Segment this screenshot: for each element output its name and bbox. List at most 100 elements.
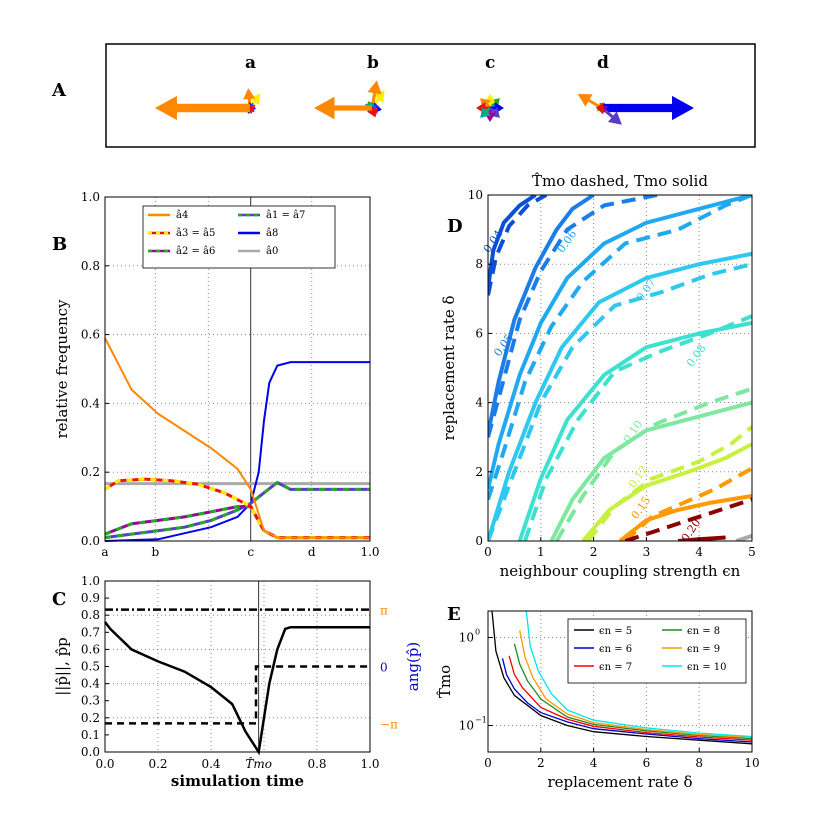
arrow-head (366, 107, 379, 118)
series-line (491, 611, 752, 745)
x-tick-label: 0 (484, 756, 492, 770)
series-line (508, 655, 752, 741)
contour-line (488, 195, 752, 490)
legend-label: â4 (176, 210, 188, 221)
x-tick-label: 4 (695, 545, 703, 559)
contour-line (586, 425, 752, 541)
time-label: a (245, 53, 256, 73)
contour-line (554, 386, 752, 541)
x-tick-label: 0.0 (95, 757, 114, 771)
contour-line (488, 251, 752, 541)
x-tick-label: 2 (537, 756, 545, 770)
y-tick-label: 0.8 (81, 259, 100, 273)
y-tick-label: 2 (475, 465, 483, 479)
contour-line (581, 442, 752, 541)
legend-box (567, 618, 747, 684)
contour-line (488, 262, 752, 541)
axes-frame (487, 194, 753, 542)
legend-label: ϵn = 5 (599, 626, 632, 637)
y-tick-label: 10 (468, 188, 483, 202)
y-tick-label: 0.0 (81, 534, 100, 548)
series-line (104, 477, 370, 540)
legend-label: ϵn = 6 (599, 644, 632, 655)
contour-line (488, 195, 548, 296)
x-tick-label: 0.2 (148, 757, 167, 771)
contour-label: 0.07 (634, 276, 659, 304)
arrow-head (367, 80, 382, 95)
panel-b: 0.0 0.2 0.4 0.6 0.8 1.0 a b c d 1.0 relative freque… (53, 190, 380, 559)
y-axis-label: T̂mo (436, 665, 454, 698)
y-tick-exponent: −1 (475, 716, 487, 725)
contour-line (618, 494, 752, 541)
arrow-head (314, 96, 335, 120)
y-tick-label: 10 (459, 630, 474, 644)
contour-line (488, 195, 752, 501)
panel-a: a b c d (105, 43, 756, 148)
series-line (104, 337, 370, 539)
y-tick-label: 0.3 (81, 694, 100, 708)
x-tick-label: 4 (590, 756, 598, 770)
contour-line (517, 321, 752, 541)
arrow-head (596, 102, 604, 114)
arrow-head (249, 93, 261, 106)
legend-label: ϵn = 9 (687, 644, 720, 655)
y-tick-label: 6 (475, 326, 483, 340)
contour-line (488, 195, 658, 438)
y-tick-label: 0.2 (81, 465, 100, 479)
x-tick-label: 5 (748, 545, 756, 559)
legend-label: â2 = â6 (176, 246, 215, 257)
arrow-head (672, 95, 694, 121)
contour-line (488, 195, 537, 289)
y-axis-label: replacement rate δ (440, 295, 458, 440)
series-line (104, 480, 370, 540)
y-tick-label: 0.4 (81, 396, 100, 410)
y-tick-label: 0.7 (81, 625, 100, 639)
series-line (513, 643, 752, 740)
contour-line (523, 314, 752, 541)
y-tick-label: 8 (475, 257, 483, 271)
series-line (519, 630, 752, 739)
x-axis-label: neighbour coupling strength ϵn (500, 562, 741, 580)
x-tick-label: 1.0 (360, 757, 379, 771)
y-tick-label: 0.6 (81, 642, 100, 656)
y-tick-label: 0.0 (81, 745, 100, 759)
contour-label: 0.08 (684, 342, 709, 370)
contour-line (624, 497, 752, 541)
contour-lines (488, 195, 752, 541)
legend-label: ϵn = 8 (687, 626, 720, 637)
arrow-head (607, 111, 622, 125)
series-line (104, 361, 370, 542)
x-axis-label: simulation time (171, 772, 304, 790)
x-tick-label: 8 (695, 756, 703, 770)
x-tick-label: 0.4 (201, 757, 220, 771)
legend-box (142, 205, 336, 269)
y-tick-label: 4 (475, 396, 483, 410)
x-tick-label: 1.0 (360, 545, 379, 559)
x-tick-label: 0.8 (307, 757, 326, 771)
contour-line (488, 195, 595, 435)
contour-line (735, 533, 752, 541)
panel-letter-b: B (52, 234, 67, 255)
y-tick-label: 0.8 (81, 608, 100, 622)
time-label: c (485, 53, 495, 73)
legend-label: â8 (266, 228, 278, 239)
x-axis-label: replacement rate δ (547, 773, 692, 791)
x-tick-label: 6 (643, 756, 651, 770)
y-tick-label: 0.2 (81, 711, 100, 725)
y-tick-label: 0.9 (81, 591, 100, 605)
right-axis-label: ang(p̂) (404, 642, 422, 692)
contour-line (623, 466, 752, 541)
series-lines (491, 611, 752, 745)
panel-a-frame (105, 43, 756, 148)
y-tick-label: 0.6 (81, 328, 100, 342)
x-tick-label: c (247, 545, 254, 559)
axes-frame (487, 610, 753, 753)
y-axis-label: relative frequency (53, 299, 71, 439)
right-tick-label: −π (380, 717, 398, 731)
panel-d: 0.040.050.060.070.080.100.120.150.200246… (440, 172, 756, 580)
series-line (104, 621, 370, 756)
legend-label: ϵn = 10 (687, 662, 727, 673)
right-tick-label: π (380, 604, 388, 618)
series-line (105, 665, 370, 725)
